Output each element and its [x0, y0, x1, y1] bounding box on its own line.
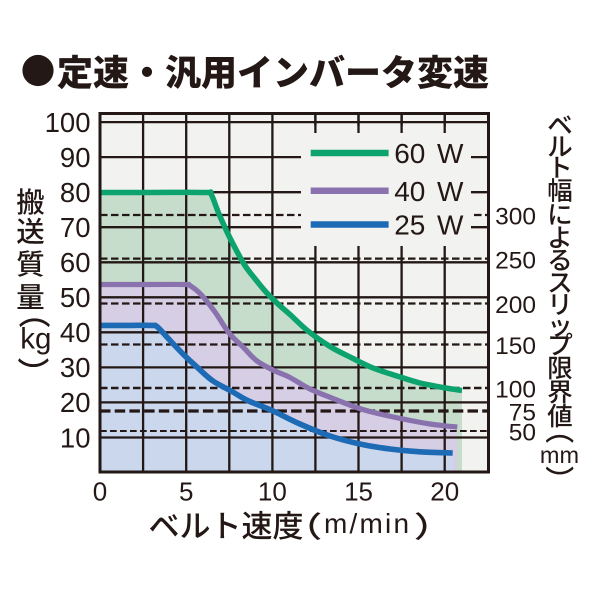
svg-text:10: 10 [258, 477, 287, 507]
svg-text:90: 90 [60, 142, 91, 173]
svg-text:50: 50 [60, 282, 91, 313]
svg-text:30: 30 [60, 352, 91, 383]
svg-text:W: W [437, 138, 464, 169]
svg-text:250: 250 [495, 247, 536, 274]
svg-text:10: 10 [60, 422, 91, 453]
svg-text:20: 20 [60, 387, 91, 418]
svg-text:40: 40 [60, 317, 91, 348]
svg-text:300: 300 [495, 204, 536, 231]
svg-text:50: 50 [509, 420, 536, 447]
svg-text:100: 100 [495, 377, 536, 404]
svg-text:mm: mm [540, 442, 579, 468]
svg-text:0: 0 [93, 477, 107, 507]
svg-text:60: 60 [60, 247, 91, 278]
svg-text:80: 80 [60, 177, 91, 208]
svg-text:60: 60 [394, 138, 425, 169]
svg-text:25: 25 [394, 210, 425, 241]
svg-text:20: 20 [430, 477, 459, 507]
svg-text:kg: kg [20, 323, 51, 356]
svg-text:5: 5 [179, 477, 193, 507]
svg-text:200: 200 [495, 292, 536, 319]
svg-text:W: W [437, 210, 464, 241]
svg-text:100: 100 [45, 107, 91, 138]
svg-text:W: W [437, 176, 464, 207]
svg-text:150: 150 [495, 333, 536, 360]
svg-text:40: 40 [394, 176, 425, 207]
svg-text:m/min: m/min [324, 508, 411, 539]
svg-text:15: 15 [344, 477, 373, 507]
svg-text:70: 70 [60, 212, 91, 243]
svg-text:75: 75 [509, 400, 536, 427]
